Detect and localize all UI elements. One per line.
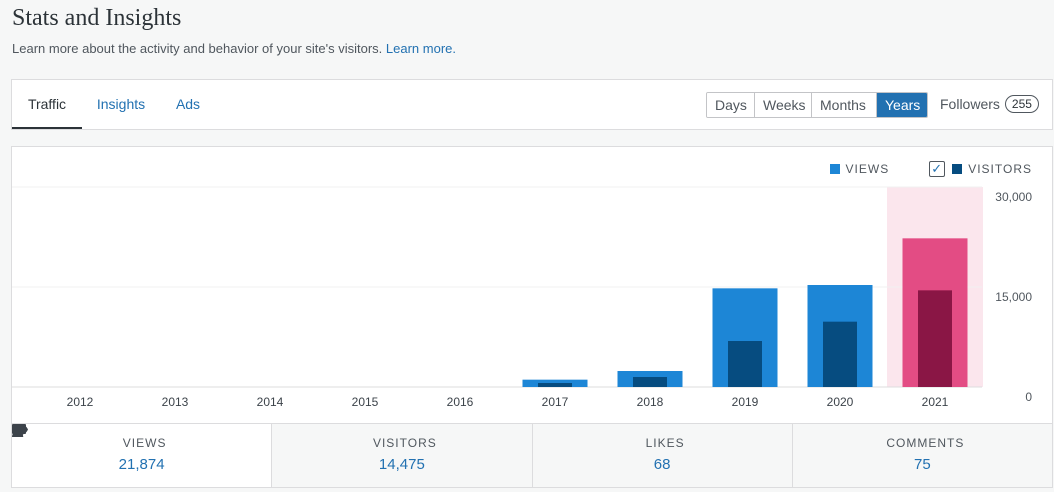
checkmark-icon: ✓ xyxy=(931,161,944,176)
stat-comments-value: 75 xyxy=(914,456,931,473)
tab-ads[interactable]: Ads xyxy=(175,96,201,112)
stat-views-label-row: VIEWS xyxy=(12,424,271,450)
stat-views-label: VIEWS xyxy=(122,436,167,450)
page-title: Stats and Insights xyxy=(12,5,182,31)
views-swatch xyxy=(829,164,840,174)
stat-views-value: 21,874 xyxy=(118,456,165,473)
visitors-swatch xyxy=(952,164,963,174)
y-tick-label: 0 xyxy=(1025,390,1032,404)
page-subtitle: Learn more about the activity and behavi… xyxy=(12,41,456,56)
period-weeks-button[interactable]: Weeks xyxy=(755,93,812,117)
learn-more-link[interactable]: Learn more. xyxy=(385,41,456,56)
x-tick-label: 2018 xyxy=(637,395,664,409)
visitors-bar xyxy=(633,377,667,387)
stat-comments-label-row: COMMENTS xyxy=(12,424,1052,450)
x-tick-label: 2015 xyxy=(352,395,379,409)
period-months-button[interactable]: Months xyxy=(812,93,877,117)
followers-label: Followers xyxy=(940,96,1000,112)
tab-insights[interactable]: Insights xyxy=(96,96,146,112)
followers-link[interactable]: Followers 255 xyxy=(940,95,1039,113)
stat-visitors-label: VISITORS xyxy=(372,436,437,450)
chart-legend: VIEWS ✓ VISITORS xyxy=(829,161,1032,177)
x-tick-label: 2020 xyxy=(827,395,854,409)
x-tick-label: 2014 xyxy=(257,395,284,409)
visitors-checkbox[interactable]: ✓ xyxy=(929,161,946,177)
legend-visitors[interactable]: ✓ VISITORS xyxy=(929,161,1032,177)
stat-tab-likes[interactable]: LIKES 68 xyxy=(12,424,792,487)
period-years-button[interactable]: Years xyxy=(877,93,927,117)
legend-views-label: VIEWS xyxy=(845,162,890,176)
period-selector: Days Weeks Months Years xyxy=(706,92,928,118)
followers-count-badge: 255 xyxy=(1004,95,1039,113)
y-tick-label: 15,000 xyxy=(995,290,1032,304)
stat-likes-label-row: LIKES xyxy=(12,424,792,450)
legend-views: VIEWS xyxy=(829,162,890,176)
visitors-bar xyxy=(918,290,952,387)
visitors-bar xyxy=(538,383,572,387)
stats-nav: Traffic Insights Ads Days Weeks Months Y… xyxy=(11,79,1053,130)
visitors-bar xyxy=(728,341,762,387)
legend-visitors-label: VISITORS xyxy=(968,162,1032,176)
x-tick-label: 2016 xyxy=(447,395,474,409)
x-tick-label: 2019 xyxy=(732,395,759,409)
stat-visitors-value: 14,475 xyxy=(378,456,425,473)
stat-tab-visitors[interactable]: VISITORS 14,475 xyxy=(12,424,532,487)
chart-card: 0 15,000 30,000 2012 2013 2014 2015 2016 2017 201… xyxy=(11,146,1053,488)
stat-visitors-label-row: VISITORS xyxy=(12,424,531,450)
traffic-bar-chart: 0 15,000 30,000 2012 2013 2014 2015 2016 2017 201… xyxy=(12,186,1032,409)
period-days-button[interactable]: Days xyxy=(707,93,755,117)
y-tick-label: 30,000 xyxy=(995,190,1032,204)
subtitle-text: Learn more about the activity and behavi… xyxy=(12,41,383,56)
stat-tabs: VIEWS 21,874 VISITORS 14,475 LIKES 68 xyxy=(12,423,1052,487)
x-tick-label: 2012 xyxy=(67,395,94,409)
stat-tab-views[interactable]: VIEWS 21,874 xyxy=(12,424,272,487)
stat-likes-value: 68 xyxy=(653,456,671,473)
x-tick-label: 2017 xyxy=(542,395,569,409)
stat-tab-comments[interactable]: COMMENTS 75 xyxy=(12,424,1052,487)
stat-likes-label: LIKES xyxy=(645,436,685,450)
stat-comments-label: COMMENTS xyxy=(886,436,965,450)
x-tick-label: 2021 xyxy=(922,395,949,409)
tab-traffic[interactable]: Traffic xyxy=(12,80,82,129)
visitors-bar xyxy=(823,321,857,387)
x-tick-label: 2013 xyxy=(162,395,189,409)
